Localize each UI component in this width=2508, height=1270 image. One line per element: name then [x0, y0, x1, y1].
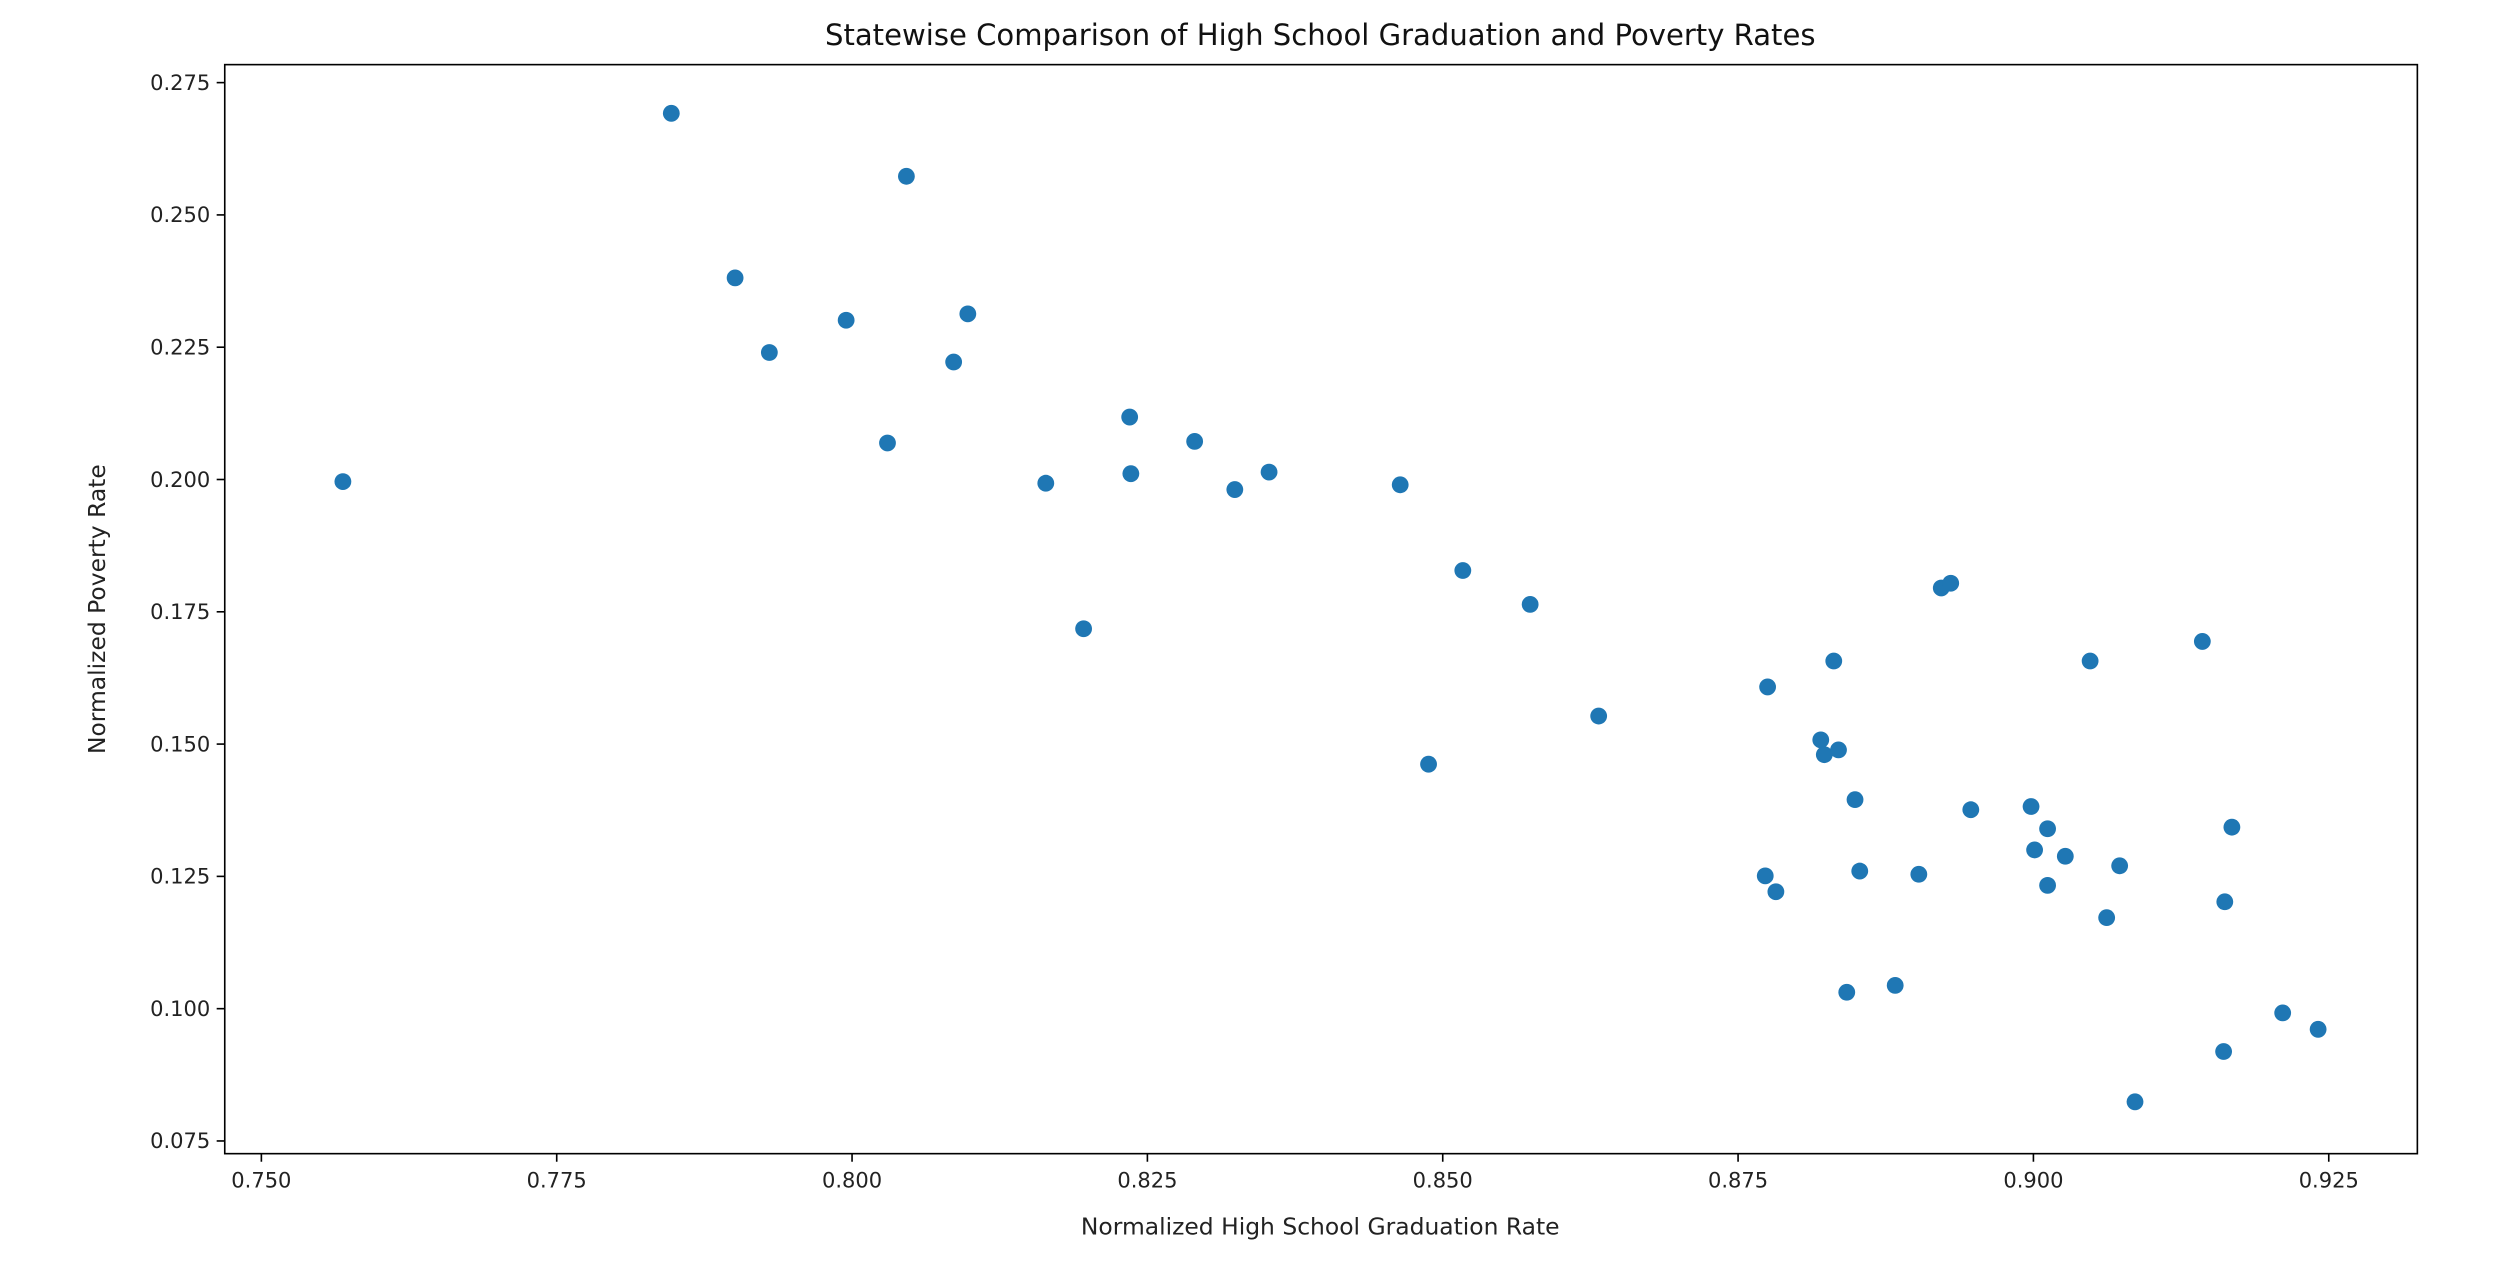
data-point — [1756, 867, 1774, 885]
y-tick-label: 0.125 — [150, 865, 210, 889]
data-point — [760, 344, 778, 361]
data-point — [1121, 408, 1139, 426]
data-point — [1037, 474, 1055, 492]
data-point — [879, 434, 896, 452]
y-axis-ticks: 0.075 0.100 0.125 0.150 0.175 0.200 0.225 0.250… — [150, 71, 225, 1153]
data-point — [1846, 791, 1864, 809]
data-point — [1590, 707, 1608, 725]
data-point — [897, 167, 915, 185]
data-point — [1521, 595, 1539, 613]
data-points — [334, 104, 2327, 1111]
data-point — [1186, 432, 1204, 450]
data-point — [1851, 862, 1869, 880]
y-tick-label: 0.150 — [150, 732, 210, 756]
x-tick-label: 0.775 — [527, 1169, 587, 1193]
x-axis-label: Normalized High School Graduation Rate — [1081, 1212, 1560, 1240]
data-point — [1942, 574, 1960, 592]
x-tick-label: 0.900 — [2003, 1169, 2063, 1193]
data-point — [1122, 465, 1140, 483]
data-point — [1226, 481, 1244, 498]
data-point — [837, 311, 855, 329]
y-tick-label: 0.275 — [150, 71, 210, 95]
data-point — [1075, 620, 1093, 638]
x-tick-label: 0.825 — [1117, 1169, 1177, 1193]
data-point — [2223, 818, 2241, 836]
data-point — [1420, 755, 1437, 773]
data-point — [1838, 983, 1856, 1001]
y-tick-label: 0.250 — [150, 203, 210, 227]
x-tick-label: 0.850 — [1413, 1169, 1473, 1193]
y-tick-label: 0.200 — [150, 468, 210, 492]
data-point — [959, 305, 977, 323]
data-point — [2274, 1004, 2292, 1022]
data-point — [334, 473, 352, 491]
y-tick-label: 0.225 — [150, 335, 210, 359]
x-tick-label: 0.875 — [1708, 1169, 1768, 1193]
data-point — [2039, 876, 2056, 894]
data-point — [2111, 857, 2129, 875]
data-point — [2039, 820, 2056, 838]
data-point — [2022, 798, 2040, 815]
data-point — [1759, 678, 1777, 696]
data-point — [2081, 652, 2099, 670]
x-tick-label: 0.750 — [231, 1169, 291, 1193]
data-point — [1767, 883, 1785, 901]
data-point — [1886, 976, 1904, 994]
data-point — [2309, 1020, 2327, 1038]
data-point — [2193, 633, 2211, 650]
data-point — [662, 104, 680, 122]
y-tick-label: 0.100 — [150, 997, 210, 1021]
y-tick-label: 0.075 — [150, 1129, 210, 1153]
data-point — [1910, 865, 1928, 883]
data-point — [1962, 801, 1980, 819]
data-point — [1260, 463, 1278, 481]
data-point — [1454, 562, 1472, 579]
data-point — [1830, 741, 1847, 759]
y-axis-label: Normalized Poverty Rate — [83, 464, 111, 754]
data-point — [2056, 847, 2074, 865]
data-point — [2026, 841, 2043, 859]
data-point — [726, 269, 744, 287]
data-point — [1812, 731, 1830, 749]
plot-area — [223, 63, 2419, 1155]
data-point — [1815, 746, 1833, 764]
data-point — [2126, 1093, 2144, 1111]
data-point — [2215, 1043, 2233, 1060]
data-point — [2216, 893, 2234, 911]
data-point — [945, 353, 963, 371]
data-point — [2098, 909, 2116, 927]
data-point — [1825, 652, 1843, 670]
data-point — [1391, 476, 1409, 494]
x-tick-label: 0.925 — [2299, 1169, 2359, 1193]
chart-title: Statewise Comparison of High School Grad… — [825, 18, 1816, 52]
x-axis-ticks: 0.750 0.775 0.800 0.825 0.850 0.875 0.900 0.925 — [231, 1153, 2359, 1193]
y-tick-label: 0.175 — [150, 600, 210, 624]
x-tick-label: 0.800 — [822, 1169, 882, 1193]
